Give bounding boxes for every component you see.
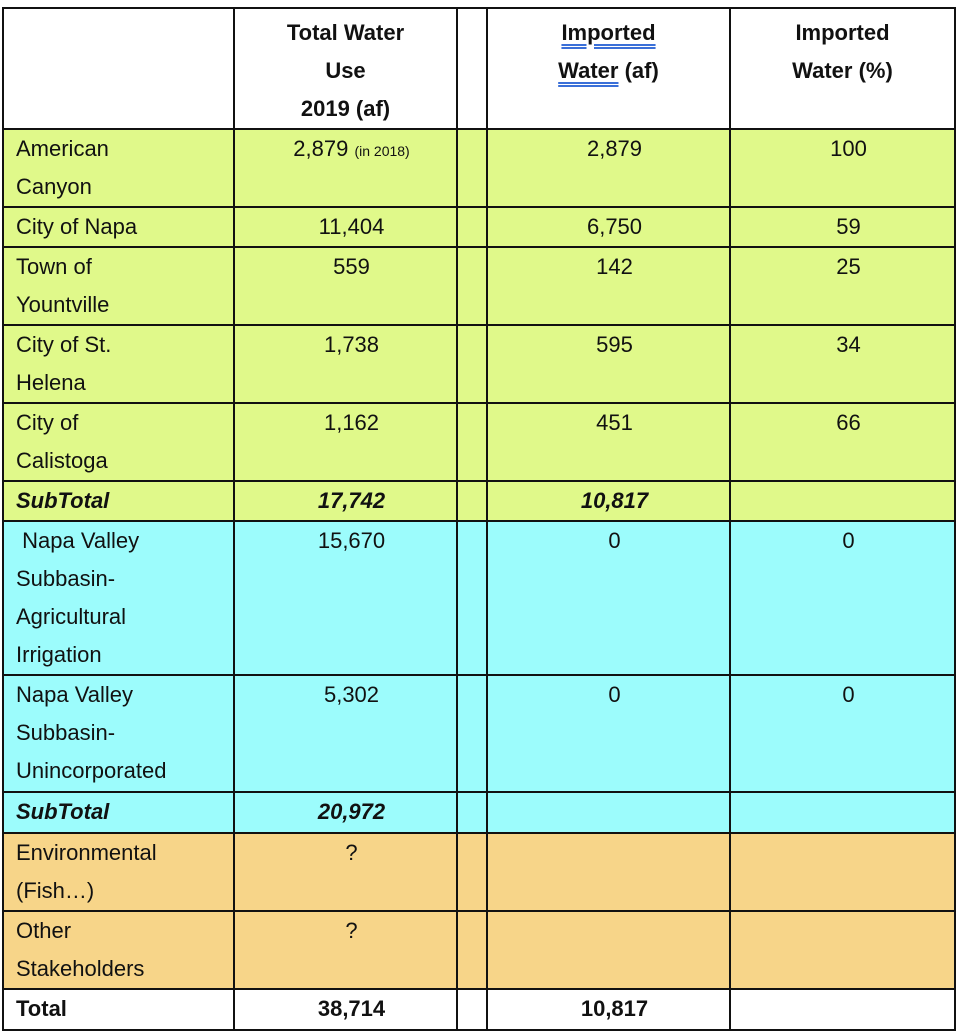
header-row: Total Water Use 2019 (af) Imported Water…: [2, 7, 956, 130]
spacer-cell: [456, 791, 488, 834]
total-water-use: 11,404: [233, 206, 458, 248]
total-water-use: 20,972: [233, 791, 458, 834]
imported-af: 2,879: [486, 128, 731, 208]
imported-af: 0: [486, 520, 731, 676]
spacer-cell: [456, 128, 488, 208]
imported-pct: [729, 832, 956, 912]
imported-af: 451: [486, 402, 731, 482]
row-label: Napa Valley Subbasin- Agricultural Irrig…: [2, 520, 235, 676]
total-water-use: 559: [233, 246, 458, 326]
spacer-cell: [456, 480, 488, 522]
subtotal-row-subbasin: SubTotal 20,972: [2, 791, 956, 834]
imported-pct: 100: [729, 128, 956, 208]
table-row: Napa Valley Subbasin- Unincorporated 5,3…: [2, 674, 956, 793]
subtotal-row-municipal: SubTotal 17,742 10,817: [2, 480, 956, 522]
imported-pct: 59: [729, 206, 956, 248]
spacer-cell: [456, 206, 488, 248]
imported-pct: [729, 480, 956, 522]
total-water-use: 5,302: [233, 674, 458, 793]
year-note: (in 2018): [354, 143, 410, 159]
imported-pct: 25: [729, 246, 956, 326]
imported-af: 6,750: [486, 206, 731, 248]
header-imported-water-af: Imported Water (af): [486, 7, 731, 130]
spacer-cell: [456, 520, 488, 676]
table-row: City of Napa 11,404 6,750 59: [2, 206, 956, 248]
spacer-cell: [456, 674, 488, 793]
imported-af: [486, 791, 731, 834]
header-spacer: [456, 7, 488, 130]
total-water-use: 1,162: [233, 402, 458, 482]
row-label: Other Stakeholders: [2, 910, 235, 990]
spacer-cell: [456, 246, 488, 326]
total-water-use: ?: [233, 832, 458, 912]
row-label: SubTotal: [2, 480, 235, 522]
imported-af: 595: [486, 324, 731, 404]
header-imported-water-pct: Imported Water (%): [729, 7, 956, 130]
table-row: American Canyon 2,879 (in 2018) 2,879 10…: [2, 128, 956, 208]
table-row: Environmental (Fish…) ?: [2, 832, 956, 912]
table-row: Town of Yountville 559 142 25: [2, 246, 956, 326]
row-label: Town of Yountville: [2, 246, 235, 326]
row-label: Napa Valley Subbasin- Unincorporated: [2, 674, 235, 793]
row-label: American Canyon: [2, 128, 235, 208]
imported-af: [486, 832, 731, 912]
header-entity: [2, 7, 235, 130]
imported-pct: [729, 791, 956, 834]
table-row: Other Stakeholders ?: [2, 910, 956, 990]
spacer-cell: [456, 832, 488, 912]
row-label: SubTotal: [2, 791, 235, 834]
water-use-table: Total Water Use 2019 (af) Imported Water…: [2, 7, 956, 1031]
row-label: City of Napa: [2, 206, 235, 248]
row-label: City of Calistoga: [2, 402, 235, 482]
total-water-use: 17,742: [233, 480, 458, 522]
spacer-cell: [456, 402, 488, 482]
table-row: City of St. Helena 1,738 595 34: [2, 324, 956, 404]
imported-pct: 66: [729, 402, 956, 482]
imported-pct: [729, 910, 956, 990]
total-water-use: ?: [233, 910, 458, 990]
imported-af: 10,817: [486, 480, 731, 522]
spacer-cell: [456, 324, 488, 404]
table-row: City of Calistoga 1,162 451 66: [2, 402, 956, 482]
imported-af: 10,817: [486, 988, 731, 1031]
row-label: City of St. Helena: [2, 324, 235, 404]
imported-pct: 0: [729, 674, 956, 793]
imported-pct: 0: [729, 520, 956, 676]
imported-af: 142: [486, 246, 731, 326]
row-label: Environmental (Fish…): [2, 832, 235, 912]
imported-af: [486, 910, 731, 990]
imported-af: 0: [486, 674, 731, 793]
spacer-cell: [456, 910, 488, 990]
imported-pct: 34: [729, 324, 956, 404]
total-water-use: 2,879 (in 2018): [233, 128, 458, 208]
total-water-use: 1,738: [233, 324, 458, 404]
table-row: Napa Valley Subbasin- Agricultural Irrig…: [2, 520, 956, 676]
total-water-use: 15,670: [233, 520, 458, 676]
header-total-water-use: Total Water Use 2019 (af): [233, 7, 458, 130]
